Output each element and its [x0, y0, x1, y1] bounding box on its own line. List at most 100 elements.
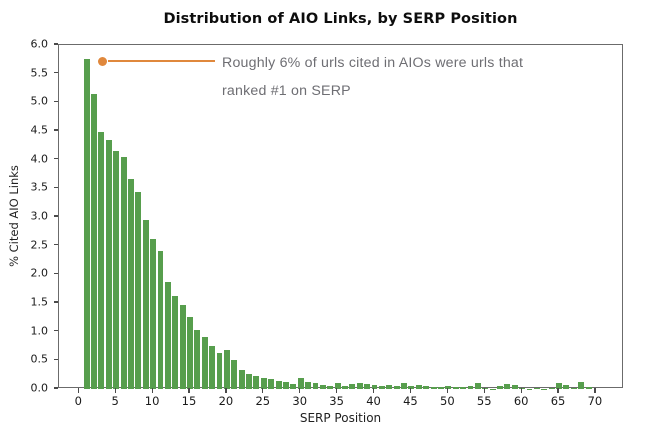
x-tick-mark	[188, 388, 190, 393]
x-tick-label-0: 0	[74, 394, 82, 408]
plot-area	[58, 44, 623, 389]
x-tick-mark	[77, 388, 79, 393]
bar-serp-pos-2	[91, 93, 97, 389]
chart-title: Distribution of AIO Links, by SERP Posit…	[163, 11, 518, 27]
x-tick-mark	[409, 388, 412, 393]
x-tick-label-45: 45	[403, 394, 418, 408]
x-tick-mark	[151, 388, 153, 393]
bar-serp-pos-10	[150, 238, 157, 389]
bar-serp-pos-40	[371, 384, 378, 389]
bar-serp-pos-46	[415, 384, 422, 389]
y-tick-label-4.5: 4.5	[30, 123, 49, 137]
y-tick-mark	[53, 129, 58, 131]
y-tick-label-2.0: 2.0	[30, 266, 49, 280]
y-tick-mark	[53, 72, 58, 74]
y-tick-label-5.0: 5.0	[30, 94, 49, 108]
bar-serp-pos-55	[482, 387, 489, 389]
bar-serp-pos-23	[246, 373, 252, 389]
x-tick-mark	[299, 388, 301, 393]
x-tick-mark	[262, 388, 264, 393]
x-tick-label-5: 5	[111, 394, 119, 408]
bar-serp-pos-62	[533, 388, 540, 389]
x-tick-label-40: 40	[366, 394, 381, 408]
bar-serp-pos-21	[231, 360, 238, 389]
bar-serp-pos-52	[460, 386, 467, 389]
bar-serp-pos-39	[364, 383, 371, 389]
bar-serp-pos-43	[393, 386, 400, 389]
y-tick-mark	[53, 158, 58, 160]
x-tick-label-15: 15	[181, 394, 197, 408]
x-tick-mark	[594, 388, 596, 393]
x-tick-mark	[446, 388, 448, 393]
bar-serp-pos-35	[334, 383, 341, 389]
bar-serp-pos-11	[157, 250, 164, 389]
bar-serp-pos-42	[386, 384, 393, 389]
bar-serp-pos-32	[312, 383, 319, 389]
y-tick-label-6.0: 6.0	[30, 37, 49, 51]
bar-serp-pos-54	[474, 383, 481, 389]
bar-serp-pos-1	[83, 59, 90, 389]
x-tick-label-30: 30	[292, 394, 308, 408]
bar-serp-pos-28	[283, 382, 289, 389]
bar-serp-pos-14	[179, 304, 186, 389]
y-tick-mark	[53, 43, 58, 45]
bar-serp-pos-38	[356, 383, 363, 389]
bar-serp-pos-5	[113, 151, 120, 389]
annotation-text-line-1: Roughly 6% of urls cited in AIOs were ur…	[222, 55, 524, 71]
bar-serp-pos-3	[98, 132, 105, 389]
bar-serp-pos-19	[216, 353, 223, 389]
bar-serp-pos-48	[430, 387, 437, 389]
bar-serp-pos-13	[172, 296, 179, 389]
annotation-text: Roughly 6% of urls cited in AIOs were ur…	[222, 49, 523, 105]
bar-serp-pos-31	[305, 382, 312, 389]
bar-serp-pos-36	[342, 385, 348, 389]
bar-serp-pos-20	[223, 350, 230, 389]
y-tick-label-1.0: 1.0	[30, 324, 49, 338]
bar-serp-pos-44	[401, 382, 407, 389]
bar-serp-pos-41	[378, 385, 385, 389]
bar-serp-pos-68	[578, 382, 585, 389]
bar-serp-pos-7	[128, 178, 134, 389]
bar-serp-pos-69	[585, 386, 592, 389]
y-tick-mark	[53, 244, 58, 246]
y-tick-label-4.0: 4.0	[30, 152, 49, 166]
x-tick-label-20: 20	[218, 394, 234, 408]
y-tick-label-5.5: 5.5	[30, 66, 49, 80]
y-tick-mark	[53, 358, 58, 360]
bar-serp-pos-50	[445, 386, 452, 389]
x-tick-label-65: 65	[550, 394, 566, 408]
y-tick-mark	[53, 215, 58, 217]
bar-serp-pos-30	[297, 378, 304, 389]
y-tick-mark	[53, 387, 58, 389]
bar-serp-pos-17	[201, 336, 208, 389]
bar-serp-pos-15	[187, 316, 193, 389]
bar-serp-pos-12	[164, 282, 171, 389]
bar-serp-pos-58	[504, 383, 511, 389]
x-tick-label-10: 10	[144, 394, 160, 408]
x-tick-mark	[114, 388, 116, 393]
y-tick-label-1.5: 1.5	[30, 295, 49, 309]
bar-serp-pos-18	[209, 346, 216, 389]
bar-serp-pos-66	[563, 384, 570, 389]
bar-serp-pos-64	[548, 387, 555, 389]
bar-serp-pos-34	[327, 386, 334, 389]
x-tick-label-50: 50	[440, 394, 455, 408]
bar-serp-pos-29	[290, 384, 297, 389]
bar-serp-pos-8	[135, 191, 142, 389]
x-tick-mark	[372, 388, 375, 393]
bar-serp-pos-47	[423, 386, 430, 389]
bar-serp-pos-25	[260, 378, 267, 389]
y-tick-mark	[53, 100, 58, 102]
x-tick-mark	[557, 388, 559, 393]
bar-serp-pos-60	[519, 387, 526, 389]
bar-serp-pos-22	[238, 370, 245, 389]
bar-serp-pos-59	[511, 384, 518, 389]
bar-serp-pos-51	[452, 387, 459, 389]
bar-serp-pos-37	[349, 383, 356, 389]
y-tick-mark	[53, 301, 58, 303]
y-tick-label-3.0: 3.0	[30, 209, 49, 223]
bar-serp-pos-33	[319, 384, 326, 389]
y-tick-mark	[53, 186, 58, 188]
y-tick-label-0.5: 0.5	[30, 352, 49, 366]
